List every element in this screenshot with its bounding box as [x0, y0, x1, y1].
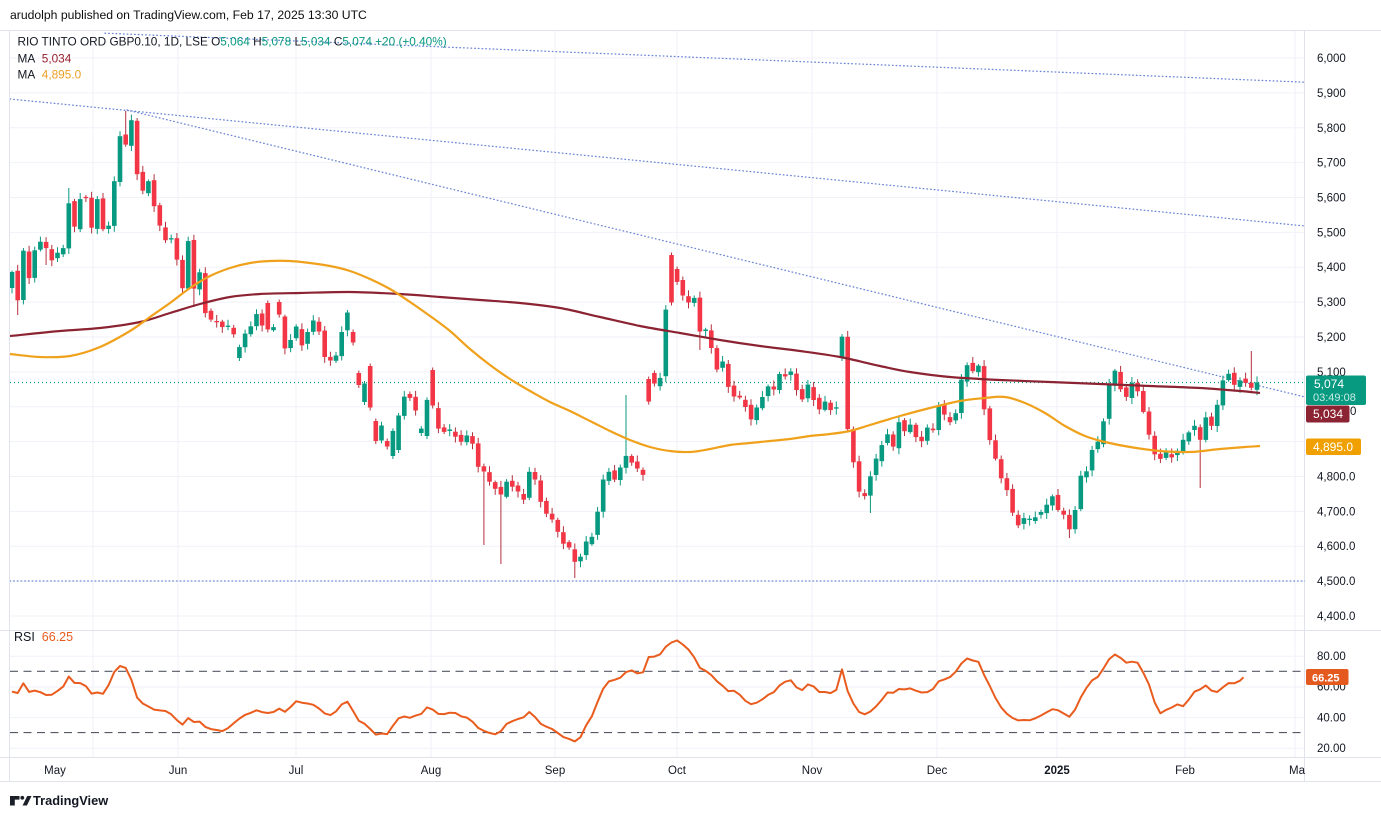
svg-text:5,074: 5,074 [1314, 377, 1344, 391]
svg-text:0: 0 [1350, 406, 1356, 418]
svg-text:TradingView: TradingView [33, 793, 108, 808]
svg-text:5,300: 5,300 [1317, 297, 1346, 309]
svg-text:Feb: Feb [1175, 765, 1195, 777]
svg-text:6,000: 6,000 [1317, 53, 1346, 65]
svg-text:80.00: 80.00 [1317, 651, 1346, 663]
svg-text:5,500: 5,500 [1317, 227, 1346, 239]
svg-text:20.00: 20.00 [1317, 743, 1346, 755]
svg-text:4,700.0: 4,700.0 [1317, 506, 1355, 518]
svg-text:Ma: Ma [1289, 765, 1306, 777]
svg-text:MA 5,034: MA 5,034 [18, 52, 72, 66]
svg-text:40.00: 40.00 [1317, 712, 1346, 724]
svg-text:Dec: Dec [927, 765, 948, 777]
svg-text:5,900: 5,900 [1317, 88, 1346, 100]
svg-text:5,700: 5,700 [1317, 158, 1346, 170]
svg-text:4,500.0: 4,500.0 [1317, 576, 1355, 588]
svg-text:5,034: 5,034 [1313, 407, 1343, 421]
svg-text:03:49:08: 03:49:08 [1313, 392, 1356, 404]
svg-text:4,895.0: 4,895.0 [1313, 440, 1353, 454]
svg-text:arudolph published on TradingV: arudolph published on TradingView.com, F… [10, 8, 367, 22]
svg-text:4,400.0: 4,400.0 [1317, 611, 1355, 623]
svg-text:May: May [44, 765, 66, 777]
svg-text:Nov: Nov [802, 765, 823, 777]
svg-text:RSI 66.25: RSI 66.25 [14, 630, 73, 644]
svg-text:5,400: 5,400 [1317, 262, 1346, 274]
svg-text:2025: 2025 [1044, 765, 1070, 777]
svg-text:Oct: Oct [668, 765, 687, 777]
svg-text:MA 4,895.0: MA 4,895.0 [18, 68, 82, 82]
svg-text:Jun: Jun [169, 765, 188, 777]
svg-text:Jul: Jul [289, 765, 304, 777]
svg-text:66.25: 66.25 [1312, 673, 1340, 685]
svg-text:Aug: Aug [421, 765, 441, 777]
svg-text:RIO TINTO ORD GBP0.10, 1D, LSE: RIO TINTO ORD GBP0.10, 1D, LSE O5,064 H5… [18, 35, 447, 49]
svg-text:Sep: Sep [545, 765, 565, 777]
svg-text:4,600.0: 4,600.0 [1317, 541, 1355, 553]
svg-text:4,800.0: 4,800.0 [1317, 472, 1355, 484]
svg-text:5,200: 5,200 [1317, 332, 1346, 344]
svg-text:5,800: 5,800 [1317, 123, 1346, 135]
svg-text:5,600: 5,600 [1317, 193, 1346, 205]
